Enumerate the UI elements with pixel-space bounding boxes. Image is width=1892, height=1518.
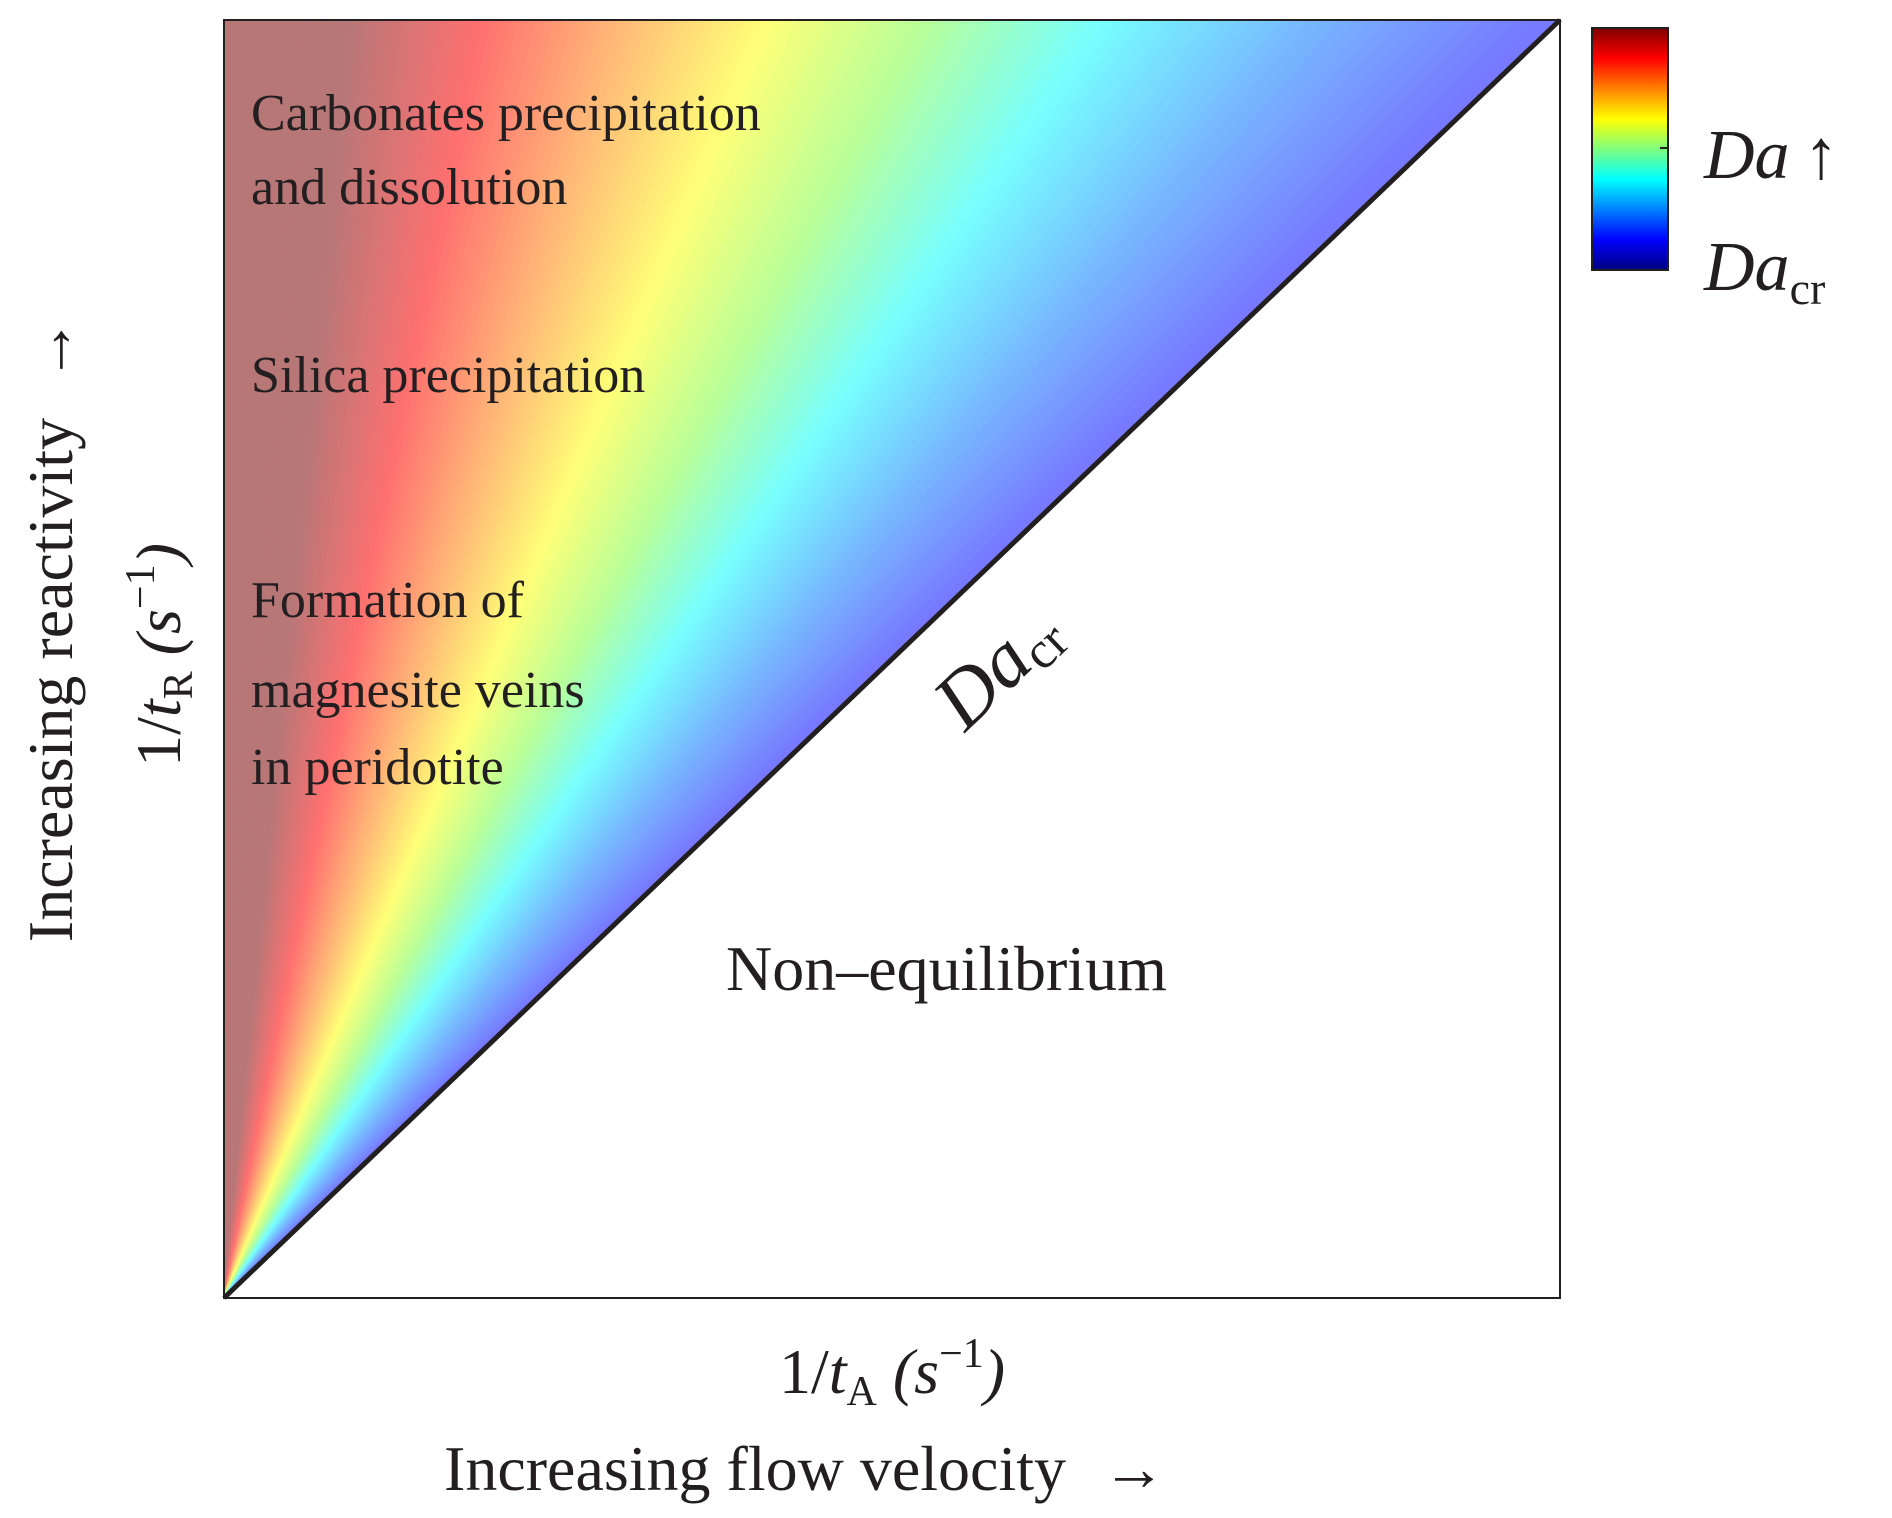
y-axis-quantity-label: 1/tR (s−1) (118, 543, 202, 767)
plot-frame (223, 19, 1561, 1299)
magnesite-label-line3: in peridotite (251, 739, 504, 796)
x-axis-quantity-label: 1/tA (s−1) (779, 1331, 1005, 1415)
critical-da-boundary-line (222, 18, 1562, 1300)
magnesite-label-line2: magnesite veins (251, 662, 585, 719)
y-axis-description-label: Increasing reactivity→ (15, 318, 86, 942)
colorbar (1591, 27, 1669, 271)
x-axis-description-label: Increasing flow velocity → (444, 1433, 1166, 1504)
carbonates-label-line2: and dissolution (251, 159, 567, 216)
silica-label: Silica precipitation (251, 347, 645, 404)
equilibrium-wedge (224, 20, 1560, 1298)
non-equilibrium-label: Non–equilibrium (726, 933, 1167, 1004)
colorbar-top-label: Da ↑ (1703, 117, 1839, 194)
colorbar-bottom-label: Dacr (1703, 229, 1825, 314)
carbonates-label-line1: Carbonates precipitation (251, 85, 761, 142)
magnesite-label-line1: Formation of (251, 572, 525, 629)
